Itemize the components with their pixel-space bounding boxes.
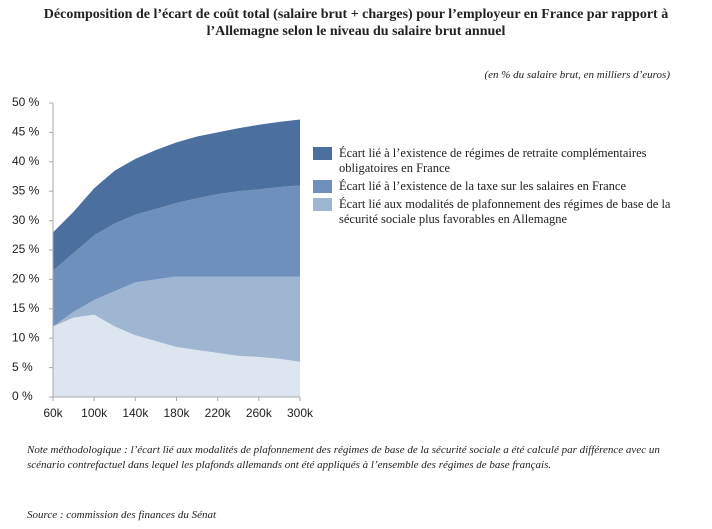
legend-swatch (313, 198, 332, 211)
y-tick-label: 45 % (12, 125, 40, 139)
x-tick-label: 260k (246, 406, 273, 420)
area (53, 314, 300, 397)
legend-item: Écart lié à l’existence de la taxe sur l… (313, 179, 698, 194)
y-tick-label: 15 % (12, 301, 40, 315)
y-tick-label: 50 % (12, 95, 40, 109)
legend: Écart lié à l’existence de régimes de re… (313, 146, 698, 230)
y-tick-label: 10 % (12, 330, 40, 344)
y-tick-label: 0 % (12, 389, 33, 403)
y-tick-label: 40 % (12, 154, 40, 168)
x-tick-label: 60k (43, 406, 63, 420)
legend-swatch (313, 180, 332, 193)
x-tick-label: 220k (205, 406, 232, 420)
source: Source : commission des finances du Séna… (27, 509, 217, 521)
y-tick-label: 35 % (12, 183, 40, 197)
area (53, 276, 300, 362)
x-tick-label: 300k (287, 406, 314, 420)
chart-title: Décomposition de l’écart de coût total (… (43, 7, 669, 39)
chart-subtitle: (en % du salaire brut, en milliers d’eur… (484, 69, 670, 81)
note: Note méthodologique : l’écart lié aux mo… (27, 444, 660, 471)
legend-label: Écart lié à l’existence de régimes de re… (339, 146, 647, 175)
legend-item: Écart lié aux modalités de plafonnement … (313, 197, 698, 227)
x-tick-label: 100k (81, 406, 108, 420)
legend-swatch (313, 147, 332, 160)
legend-item: Écart lié à l’existence de régimes de re… (313, 146, 698, 176)
y-tick-label: 5 % (12, 360, 33, 374)
area (53, 119, 300, 271)
y-tick-label: 20 % (12, 272, 40, 286)
x-tick-label: 140k (122, 406, 149, 420)
y-tick-label: 30 % (12, 213, 40, 227)
area (53, 185, 300, 327)
chart: 0 % 5 % 10 % 15 % 20 % 25 % 30 % 35 % 40 % 45 % 50… (12, 95, 314, 420)
x-tick-label: 180k (163, 406, 190, 420)
legend-label: Écart lié à l’existence de la taxe sur l… (339, 179, 627, 193)
y-tick-label: 25 % (12, 242, 40, 256)
legend-label: Écart lié aux modalités de plafonnement … (339, 197, 671, 226)
